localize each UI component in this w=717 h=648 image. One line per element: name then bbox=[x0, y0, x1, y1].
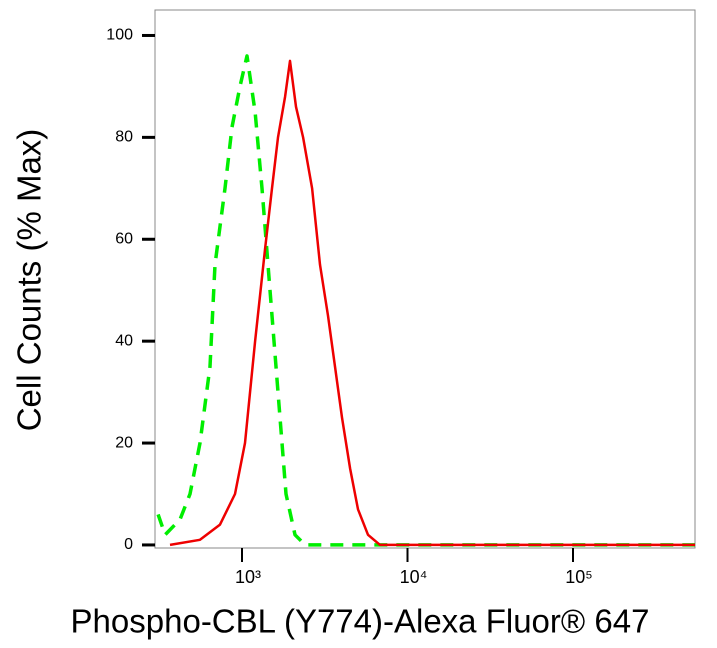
y-tick-label: 100 bbox=[106, 27, 133, 44]
plot-frame bbox=[154, 9, 696, 549]
x-axis-label: Phospho-CBL (Y774)-Alexa Fluor® 647 bbox=[71, 603, 650, 640]
y-tick-label: 40 bbox=[115, 332, 133, 349]
y-axis-label: Cell Counts (% Max) bbox=[11, 129, 48, 432]
series-line bbox=[156, 54, 695, 547]
x-tick-label: 10⁴ bbox=[400, 567, 428, 587]
x-tick-label: 10³ bbox=[235, 567, 261, 587]
y-tick-label: 20 bbox=[115, 434, 133, 451]
y-tick-label: 60 bbox=[115, 230, 133, 247]
y-tick-label: 0 bbox=[124, 536, 133, 553]
x-tick-label: 10⁵ bbox=[565, 567, 592, 587]
series-line bbox=[169, 59, 695, 547]
y-tick-label: 80 bbox=[115, 129, 133, 146]
